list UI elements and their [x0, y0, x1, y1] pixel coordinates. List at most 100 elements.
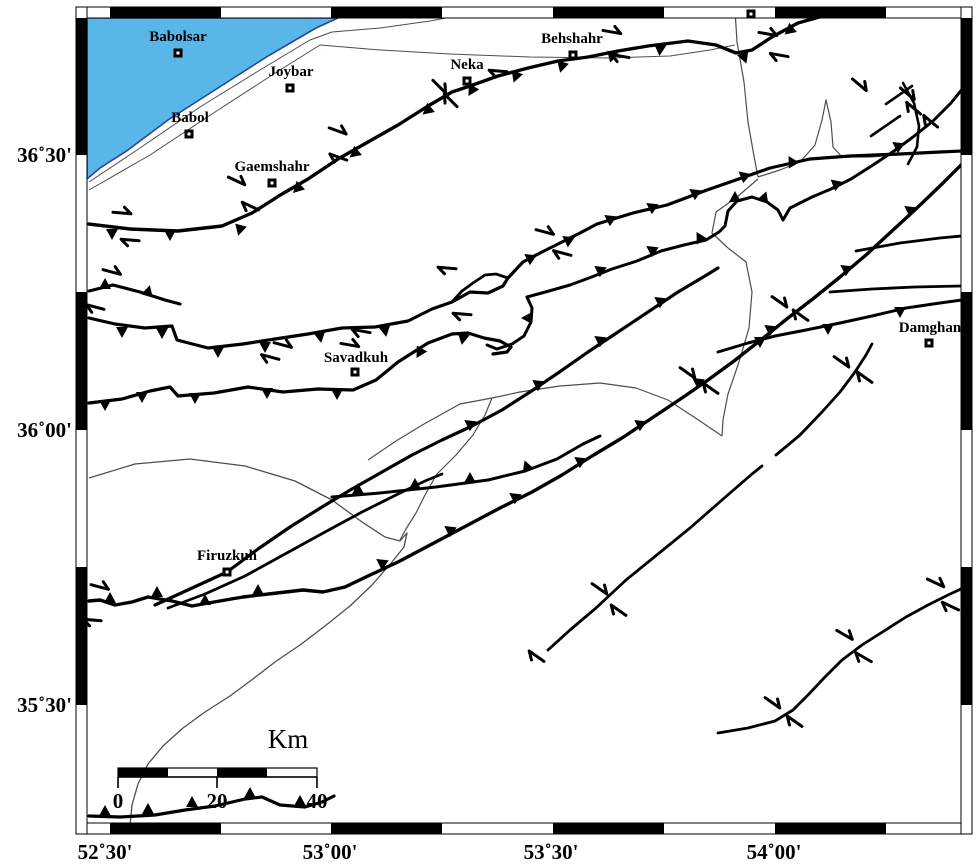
slip-arrow-icon [832, 355, 851, 369]
slip-arrow-icon [527, 649, 546, 663]
thrust-tooth-icon [562, 235, 575, 248]
thrust-teeth-symbols [99, 22, 917, 816]
thrust-tooth-icon [904, 205, 917, 218]
fault-line [87, 149, 961, 350]
thrust-tooth-icon [99, 400, 111, 411]
thrust-tooth-icon [99, 278, 111, 289]
thrust-tooth-icon [822, 324, 834, 335]
fault-line [330, 434, 602, 499]
city-marker-center [288, 86, 292, 90]
city-label-damghan: Damghan [899, 320, 962, 336]
map-interior [87, 18, 961, 823]
city-marker-center [749, 12, 753, 16]
slip-arrow-icon [785, 714, 804, 728]
city-marker-center [176, 51, 180, 55]
slip-arrow-icon [757, 26, 779, 38]
slip-arrow-icon [770, 295, 789, 309]
lat-label: 35˚30' [17, 693, 72, 717]
thrust-tooth-icon [212, 347, 224, 358]
thrust-tooth-icon [457, 333, 470, 345]
slip-arrow-icon [442, 92, 459, 109]
slip-arrow-icon [922, 113, 940, 129]
strike-slip-arrows [87, 24, 961, 728]
lon-label: 52˚30' [78, 840, 133, 864]
slip-arrow-icon [260, 353, 281, 364]
fault-line [828, 284, 961, 294]
river-line [711, 178, 759, 437]
slip-arrow-icon [552, 249, 573, 260]
thrust-tooth-icon [294, 795, 306, 806]
thrust-tooth-icon [729, 191, 741, 202]
slip-arrow-icon [905, 100, 923, 116]
caspian-sea [87, 18, 339, 181]
thrust-tooth-icon [594, 335, 607, 348]
lon-label: 53˚00' [303, 840, 358, 864]
city-markers [173, 9, 934, 577]
river-line [88, 44, 736, 191]
slip-arrow-icon [768, 51, 790, 63]
thrust-tooth-icon [604, 214, 617, 227]
thrust-tooth-icon [634, 419, 647, 432]
thrust-tooth-icon [696, 231, 708, 245]
slip-arrow-icon [925, 576, 946, 589]
scalebar-black-segment [217, 768, 267, 777]
map-frame [75, 6, 973, 835]
slip-arrow-icon [850, 77, 868, 93]
thrust-tooth-icon [692, 377, 705, 390]
fault-line [716, 587, 961, 735]
fault-line [87, 18, 823, 233]
river-line [734, 18, 759, 178]
slip-arrow-icon [272, 338, 293, 349]
city-marker-center [225, 570, 229, 574]
frame-tick-black [76, 567, 87, 705]
slip-arrow-icon [609, 603, 628, 617]
thrust-tooth-icon [756, 191, 769, 204]
thrust-tooth-icon [416, 345, 428, 359]
slip-arrow-icon [487, 68, 509, 79]
thrust-tooth-icon [99, 805, 111, 816]
thrust-tooth-icon [409, 478, 421, 489]
thrust-tooth-icon [646, 245, 659, 258]
fault-line [87, 794, 336, 819]
slip-arrow-icon [328, 152, 349, 164]
frame-tick-black [961, 567, 972, 705]
thrust-tooth-icon [164, 230, 176, 241]
scalebar-number: 40 [307, 789, 328, 813]
scale-bar: Km 0 20 40 [113, 724, 328, 813]
thrust-tooth-icon [331, 389, 343, 400]
river-line [88, 458, 408, 823]
slip-arrow-icon [855, 370, 874, 384]
fault-line [450, 272, 510, 304]
thrust-tooth-icon [764, 324, 777, 337]
thrust-tooth-icon [557, 60, 569, 73]
fault-line [869, 114, 902, 138]
thrust-tooth-icon [244, 787, 256, 798]
slip-arrow-icon [534, 225, 555, 236]
slip-arrow-icon [835, 628, 854, 641]
thrust-tooth-icon [141, 285, 153, 298]
city-label-savadkuh: Savadkuh [324, 350, 389, 366]
thrust-tooth-icon [646, 202, 659, 215]
fault-line [87, 162, 961, 608]
frame-tick-black [775, 7, 886, 18]
thrust-tooth-icon [754, 337, 766, 348]
thrust-tooth-icon [136, 392, 148, 403]
slip-arrow-icon [111, 205, 133, 216]
frame-tick-black [553, 7, 664, 18]
slip-arrow-icon [327, 124, 348, 136]
fault-line [87, 331, 513, 405]
thrust-tooth-icon [654, 296, 667, 309]
river-line [88, 18, 449, 183]
thrust-tooth-icon [532, 379, 545, 392]
fault-line [774, 342, 874, 457]
thrust-tooth-icon [376, 558, 389, 571]
slip-arrow-icon [940, 600, 961, 613]
slip-arrow-icon [678, 366, 697, 380]
scalebar-number: 0 [113, 789, 124, 813]
thrust-tooth-icon [736, 51, 749, 64]
thrust-tooth-icon [892, 141, 905, 154]
city-marker-center [353, 370, 357, 374]
scalebar-km-label: Km [268, 724, 309, 754]
thrust-tooth-icon [594, 265, 607, 278]
